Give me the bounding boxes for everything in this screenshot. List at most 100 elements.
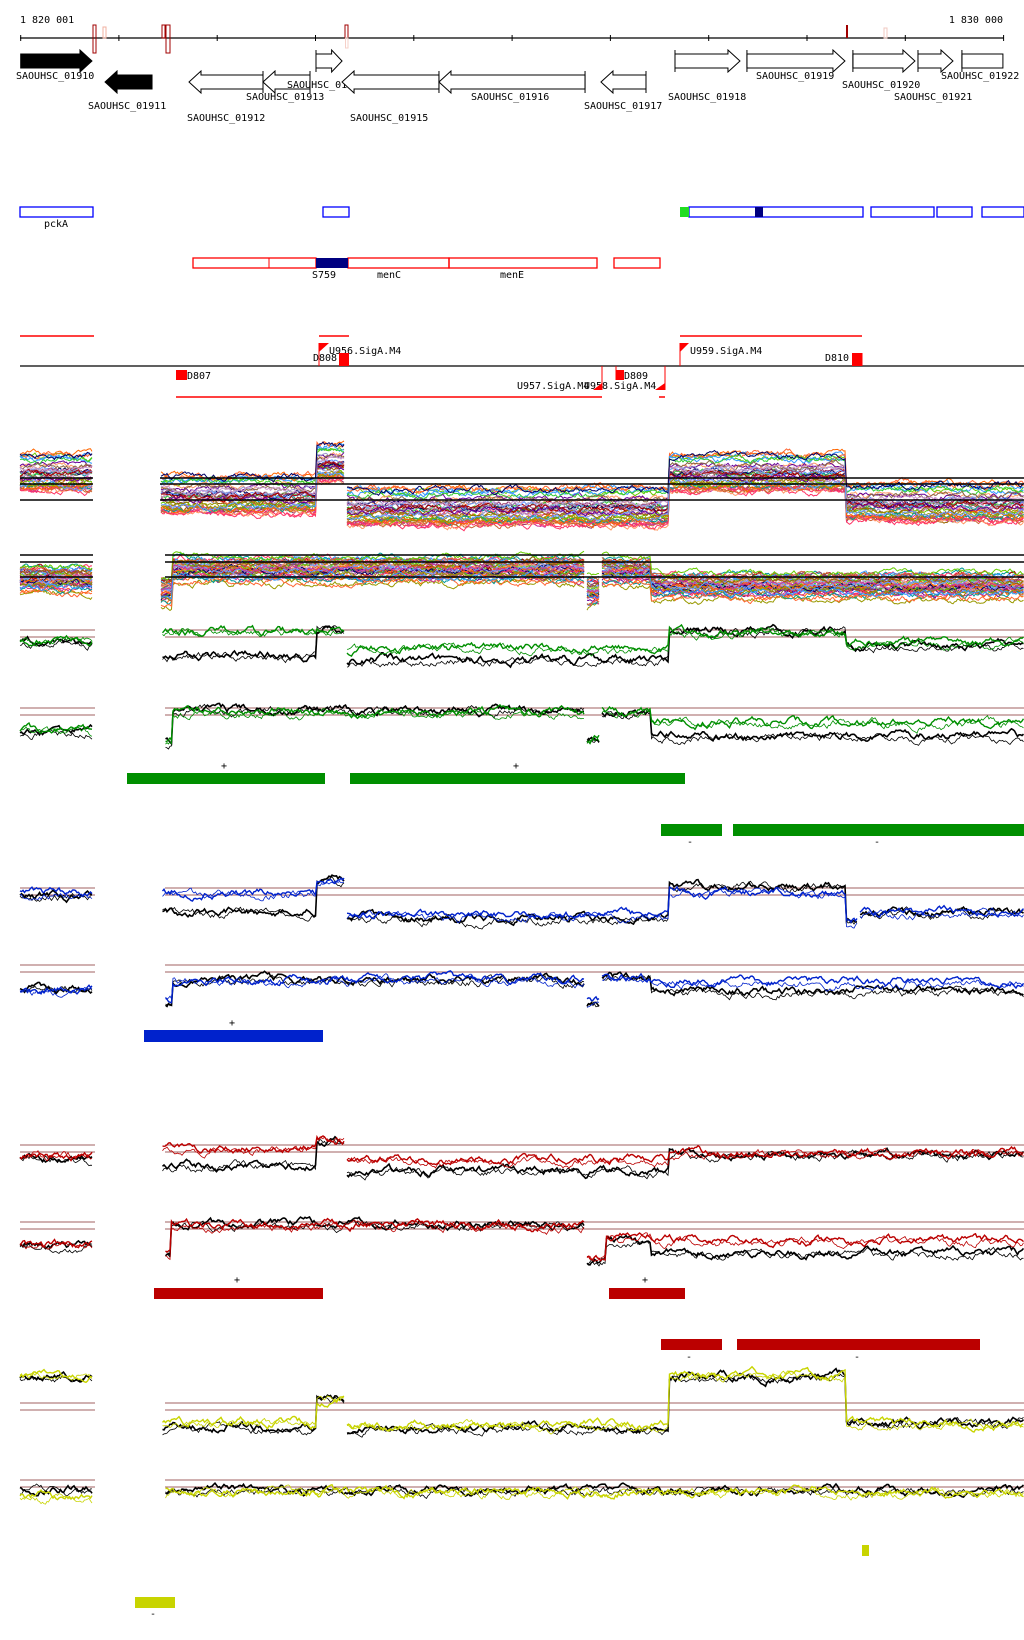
gene-arrow: [961, 53, 1004, 69]
feature-tracks: [19, 206, 1024, 398]
gene-arrow: [438, 69, 586, 95]
forward-feature-box: [870, 206, 935, 218]
site-marker: [344, 24, 349, 39]
sample-trace: [19, 562, 1024, 593]
site-marker: [102, 26, 107, 39]
gene-arrow: [852, 48, 916, 74]
sample-trace: [19, 550, 1024, 582]
gene-arrow: [104, 69, 153, 95]
gene-arrow: [341, 69, 440, 95]
green-plus-mark-1: +: [221, 761, 227, 772]
gene-label: SAOUHSC_01915: [350, 113, 428, 124]
feature-label-S759: S759: [312, 270, 336, 281]
site-marker: [92, 24, 97, 54]
signal-tracks: [19, 440, 1024, 1505]
condition-trace: [19, 1136, 1024, 1169]
green-minus-mark-2: -: [874, 837, 880, 848]
forward-feature-box: [322, 206, 350, 218]
red-minus-mark-1: -: [686, 1352, 692, 1363]
control-trace: [19, 702, 1024, 746]
red-minus-mark-2: -: [854, 1352, 860, 1363]
gene-label: SAOUHSC_01918: [668, 92, 746, 103]
gene-label: SAOUHSC_01912: [187, 113, 265, 124]
control-trace: [19, 970, 1024, 1008]
gene-label: SAOUHSC_01917: [584, 101, 662, 112]
gene-arrow: [262, 69, 311, 95]
sample-trace: [19, 563, 1024, 598]
sample-trace: [19, 459, 1024, 515]
gene-label: SAOUHSC_01910: [16, 71, 94, 82]
sample-trace: [19, 563, 1024, 594]
gene-arrow: [917, 48, 954, 74]
reg-label-D810: D810: [825, 353, 849, 364]
reverse-feature-box: [448, 257, 598, 269]
promoter-triangle: [680, 343, 689, 352]
condition-trace: [19, 703, 1024, 745]
segment-bar: [661, 824, 722, 836]
sample-trace: [19, 574, 1024, 608]
gene-label: SAOUHSC_01919: [756, 71, 834, 82]
gene-arrow: [315, 48, 343, 74]
site-marker: [883, 27, 888, 39]
segment-bar: [154, 1288, 323, 1299]
condition-trace: [19, 876, 1024, 924]
reverse-feature-box: [192, 257, 317, 269]
green-minus-mark-1: -: [687, 837, 693, 848]
reverse-feature-box: [613, 257, 661, 269]
feature-marker: [755, 207, 763, 217]
reg-label-U957: U957.SigA.M4: [517, 381, 589, 392]
feature-marker: [680, 207, 689, 217]
gene-label: SAOUHSC_01911: [88, 101, 166, 112]
gene-label: SAOUHSC_01913: [246, 92, 324, 103]
condition-trace: [19, 623, 1024, 658]
segment-bar: [733, 824, 1024, 836]
terminator-box: [852, 353, 862, 366]
terminator-box: [176, 370, 187, 380]
site-marker: [165, 24, 171, 54]
reg-label-D808: D808: [313, 353, 337, 364]
forward-feature-box: [19, 206, 94, 218]
terminator-box: [616, 370, 624, 380]
site-marker: [345, 37, 349, 49]
sample-trace: [19, 565, 1024, 599]
condition-trace: [19, 707, 1024, 746]
control-trace: [19, 623, 1024, 669]
feature-S759-box: [316, 258, 348, 268]
gene-track: SAOUHSC_01910 SAOUHSC_01911 SAOUHSC_01912 S…: [16, 48, 1019, 124]
segment-bar: [609, 1288, 685, 1299]
feature-label-menE: menE: [500, 270, 524, 281]
sample-trace: [19, 559, 1024, 591]
axis-start-label: 1 820 001: [20, 15, 74, 26]
terminator-box: [339, 353, 349, 366]
segment-bar: [737, 1339, 980, 1350]
condition-trace: [19, 1219, 1024, 1262]
gene-label: SAOUHSC_01916: [471, 92, 549, 103]
segment-bar: [135, 1597, 175, 1608]
reg-label-D809: D809: [624, 371, 648, 382]
gene-arrow: [188, 69, 264, 95]
segment-bar: [144, 1030, 323, 1042]
condition-trace: [19, 1365, 1024, 1433]
reg-label-U958: U958.SigA.M4: [584, 381, 656, 392]
sample-trace: [19, 567, 1024, 601]
sample-trace: [19, 453, 1024, 505]
control-trace: [19, 1137, 1024, 1181]
condition-trace: [19, 1370, 1024, 1435]
condition-trace: [19, 880, 1024, 929]
segment-bar: [350, 773, 685, 784]
green-plus-mark-2: +: [513, 761, 519, 772]
segment-bar: [661, 1339, 722, 1350]
reg-label-U956: U956.SigA.M4: [329, 346, 401, 357]
condition-trace: [19, 1134, 1024, 1166]
red-plus-mark-1: +: [234, 1275, 240, 1286]
site-marker: [161, 24, 166, 39]
condition-trace: [19, 970, 1024, 1004]
promoter-triangle: [319, 343, 329, 352]
gene-label: SAOUHSC_01921: [894, 92, 972, 103]
red-plus-mark-2: +: [642, 1275, 648, 1286]
condition-trace: [19, 973, 1024, 1008]
segment-tracks: [127, 773, 1024, 1608]
forward-feature-box: [981, 206, 1024, 218]
blue-plus-mark: +: [229, 1018, 235, 1029]
